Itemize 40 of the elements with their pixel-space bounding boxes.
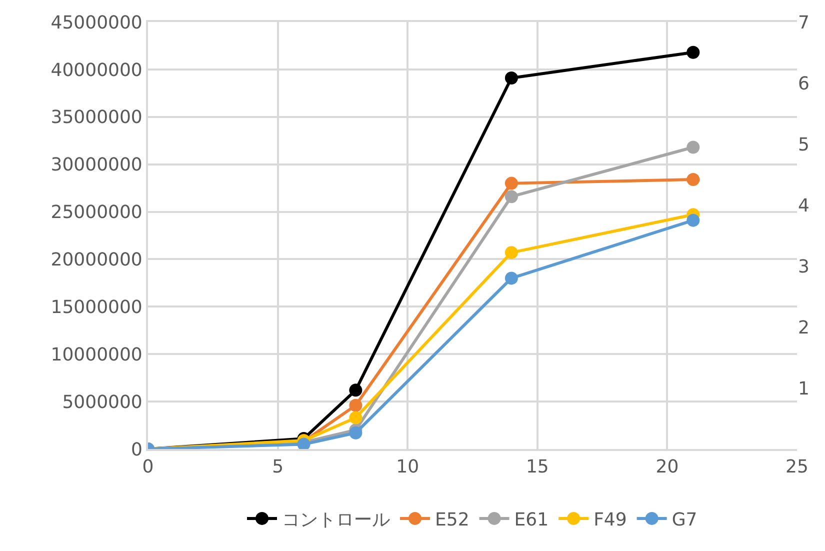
y-tick-label: 35000000 — [50, 107, 142, 128]
legend-label: コントロール — [282, 509, 390, 530]
y2-tick-label: 5 — [798, 134, 810, 156]
point — [686, 46, 700, 59]
legend-label: E61 — [514, 509, 549, 530]
point — [504, 246, 518, 260]
y-tick-label: 10000000 — [50, 344, 142, 366]
x-tick-label: 5 — [272, 456, 284, 478]
y-tick-label: 15000000 — [50, 296, 142, 318]
point — [686, 173, 700, 186]
y-tick-label: 30000000 — [50, 154, 142, 176]
point — [504, 71, 518, 84]
x-tick-label: 25 — [786, 456, 808, 478]
y-tick-label: 45000000 — [50, 12, 142, 34]
legend-label: E52 — [435, 509, 470, 530]
point — [504, 190, 518, 204]
point — [504, 176, 518, 190]
x-tick-label: 20 — [656, 456, 679, 478]
legend-label: G7 — [672, 509, 698, 530]
y-tick-label: 0 — [130, 439, 142, 460]
y2-tick-label: 6 — [798, 73, 810, 94]
point — [349, 411, 362, 424]
point — [349, 426, 362, 440]
point — [349, 398, 362, 412]
point — [504, 272, 518, 285]
x-tick-label: 10 — [396, 456, 420, 478]
y-tick-label: 25000000 — [50, 202, 142, 224]
x-tick-label: 15 — [526, 456, 549, 478]
legend-label: F49 — [594, 509, 627, 530]
point — [686, 214, 700, 227]
y-tick-label: 20000000 — [50, 250, 142, 271]
y2-tick-label: 3 — [798, 256, 810, 278]
point — [349, 384, 362, 397]
y2-tick-label: 1 — [798, 378, 810, 400]
y2-tick-label: 2 — [798, 317, 810, 338]
y2-tick-label: 4 — [798, 195, 810, 216]
point — [686, 140, 700, 154]
y2-tick-label: 7 — [798, 12, 810, 34]
y-tick-label: 40000000 — [50, 60, 142, 81]
y-tick-label: 5000000 — [62, 392, 142, 413]
